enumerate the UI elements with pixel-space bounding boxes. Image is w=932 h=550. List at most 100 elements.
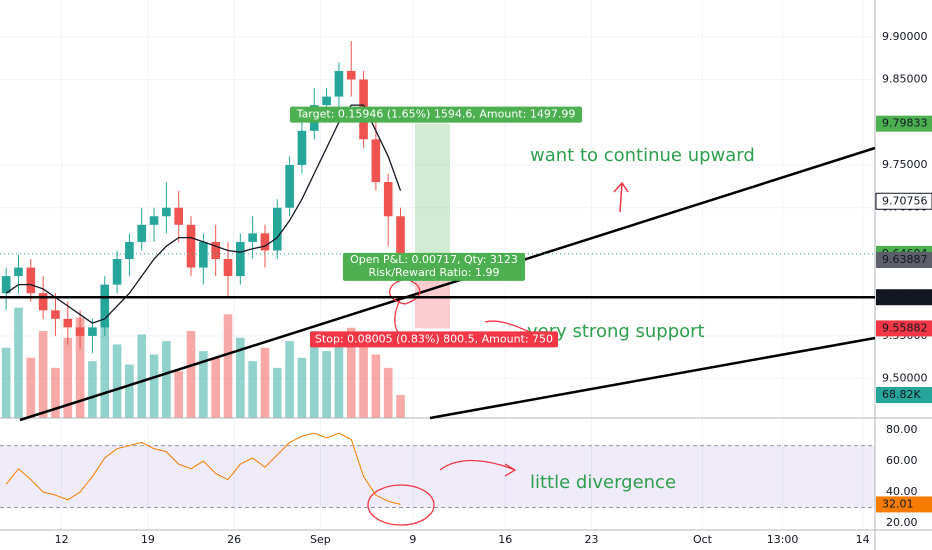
annotation: little divergence	[530, 472, 676, 493]
price-badge	[876, 251, 932, 268]
position-label: Risk/Reward Ratio: 1.99	[369, 266, 500, 279]
price-badge	[876, 386, 932, 403]
volume-bar	[112, 344, 122, 418]
candle-body	[346, 70, 356, 80]
volume-bar	[211, 357, 220, 418]
rsi-tick-label: 20.00	[886, 516, 918, 529]
volume-bar	[236, 337, 245, 418]
annotation: want to continue upward	[530, 145, 755, 166]
candle-body	[297, 130, 307, 165]
candle-body	[236, 241, 245, 277]
volume-bar	[38, 331, 48, 418]
candle-body	[63, 318, 73, 328]
volume-bar	[88, 361, 97, 418]
volume-bar	[137, 334, 147, 418]
candle-body	[334, 70, 344, 97]
candle-body	[14, 267, 23, 277]
annotation: very strong support	[527, 321, 705, 342]
rsi-tick-label: 60.00	[886, 454, 918, 467]
candle-body	[162, 207, 171, 217]
price-badge-label: 9.59529	[882, 290, 928, 303]
candle-body	[112, 259, 122, 285]
position-label: Target: 0.15946 (1.65%) 1594.6, Amount: …	[296, 108, 576, 121]
volume-bar	[309, 331, 319, 418]
volume-bar	[334, 344, 344, 418]
volume-bar	[63, 337, 73, 418]
candle-body	[260, 233, 270, 251]
volume-bar	[371, 354, 381, 418]
candle-body	[1, 276, 11, 294]
candle-body	[51, 310, 60, 319]
price-badge	[876, 496, 932, 513]
volume-bar	[51, 367, 60, 418]
position-label-bg	[343, 252, 525, 281]
volume-bar	[285, 341, 294, 418]
volume-bar	[260, 347, 270, 418]
candle-body	[149, 216, 159, 225]
price-badge	[875, 192, 932, 210]
x-tick-label: 26	[227, 533, 241, 546]
x-tick-label: 16	[498, 533, 512, 546]
target-zone	[415, 123, 450, 254]
volume-bar	[100, 324, 110, 418]
candle-body	[248, 233, 257, 242]
volume-bar	[162, 341, 171, 418]
volume-bar	[297, 357, 307, 418]
volume-bar	[346, 327, 356, 418]
rsi-line	[5, 432, 401, 505]
candle-body	[223, 259, 233, 277]
trend-line	[429, 336, 876, 420]
position-label-bg	[310, 331, 558, 348]
price-badge-label: 9.55882	[882, 321, 928, 334]
candle-body	[322, 96, 331, 106]
rsi-tick-label: 40.00	[886, 485, 918, 498]
x-tick-label: 14	[856, 533, 870, 546]
volume-bar	[248, 361, 257, 418]
volume-bar	[199, 351, 208, 418]
candle-body	[100, 284, 110, 328]
x-tick-label: 13:00	[767, 533, 799, 546]
volume-bar	[359, 337, 368, 418]
x-tick-label: Sep	[310, 533, 331, 546]
volume-bar	[383, 367, 393, 418]
handwritten-circle	[367, 484, 435, 526]
volume-bar	[223, 314, 233, 418]
rsi-band	[0, 445, 875, 508]
candle-body	[125, 241, 134, 260]
x-tick-label: 23	[585, 533, 599, 546]
position-label: Stop: 0.08005 (0.83%) 800.5, Amount: 750	[315, 332, 553, 345]
y-tick-label: 9.85000	[882, 72, 928, 85]
position-label-bg	[290, 106, 582, 123]
candle-body	[88, 327, 97, 336]
candle-body	[211, 241, 220, 260]
volume-bar	[75, 317, 85, 418]
price-badge	[876, 320, 932, 337]
position-label: Open P&L: 0.00717, Qty: 3123	[350, 253, 518, 266]
volume-bar	[14, 307, 23, 418]
x-tick-label: 19	[141, 533, 155, 546]
arrow-up	[613, 181, 629, 213]
price-badge-label: 9.70756	[882, 194, 928, 207]
moving-average	[5, 104, 402, 324]
candle-body	[383, 182, 393, 217]
volume-bar	[174, 371, 184, 418]
candle-body	[174, 207, 184, 225]
price-badge-label: 32.01	[882, 497, 914, 510]
candle-body	[137, 224, 147, 242]
x-tick-label: Oct	[693, 533, 713, 546]
price-badge-label: 68.82K	[882, 388, 921, 401]
candle-body	[38, 293, 48, 311]
candle-body	[396, 216, 405, 254]
price-badge	[876, 115, 932, 132]
candle-body	[272, 207, 282, 251]
candle-body	[371, 139, 381, 183]
x-tick-label: 12	[55, 533, 69, 546]
y-tick-label: 9.50000	[882, 372, 928, 385]
price-badge	[876, 289, 932, 306]
candle-body	[199, 241, 208, 268]
candle-body	[285, 164, 294, 208]
volume-bar	[396, 394, 405, 418]
candle-body	[26, 267, 36, 294]
candle-body	[75, 327, 85, 336]
